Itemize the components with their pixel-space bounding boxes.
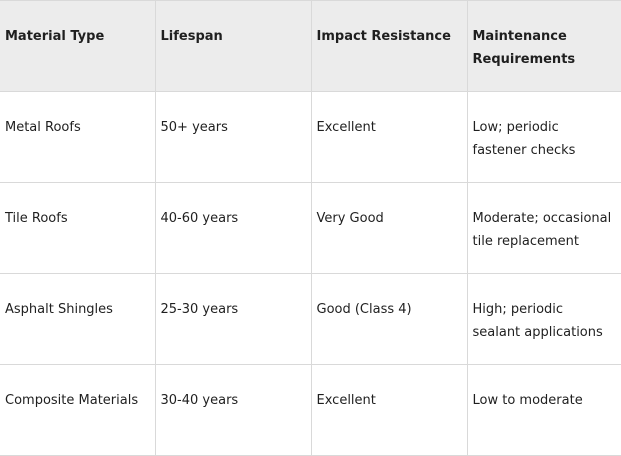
cell-lifespan: 50+ years (154, 91, 312, 183)
table-header-row: Material Type Lifespan Impact Resistance… (0, 0, 621, 92)
cell-lifespan: 30-40 years (154, 364, 312, 456)
header-material-type: Material Type (0, 0, 156, 92)
header-lifespan: Lifespan (154, 0, 312, 92)
cell-material-type: Asphalt Shingles (0, 273, 156, 365)
table-row: Tile Roofs 40-60 years Very Good Moderat… (0, 182, 621, 274)
cell-impact-resistance: Very Good (310, 182, 468, 274)
header-maintenance-requirements: Maintenance Requirements (466, 0, 621, 92)
header-impact-resistance: Impact Resistance (310, 0, 468, 92)
table-row: Composite Materials 30-40 years Excellen… (0, 364, 621, 456)
cell-impact-resistance: Good (Class 4) (310, 273, 468, 365)
table-row: Metal Roofs 50+ years Excellent Low; per… (0, 91, 621, 183)
cell-lifespan: 25-30 years (154, 273, 312, 365)
cell-lifespan: 40-60 years (154, 182, 312, 274)
cell-material-type: Tile Roofs (0, 182, 156, 274)
cell-material-type: Composite Materials (0, 364, 156, 456)
cell-impact-resistance: Excellent (310, 91, 468, 183)
cell-impact-resistance: Excellent (310, 364, 468, 456)
cell-material-type: Metal Roofs (0, 91, 156, 183)
cell-maintenance: Low to moderate (466, 364, 621, 456)
cell-maintenance: Low; periodic fastener checks (466, 91, 621, 183)
cell-maintenance: Moderate; occasional tile replacement (466, 182, 621, 274)
cell-maintenance: High; periodic sealant applications (466, 273, 621, 365)
table-row: Asphalt Shingles 25-30 years Good (Class… (0, 273, 621, 365)
